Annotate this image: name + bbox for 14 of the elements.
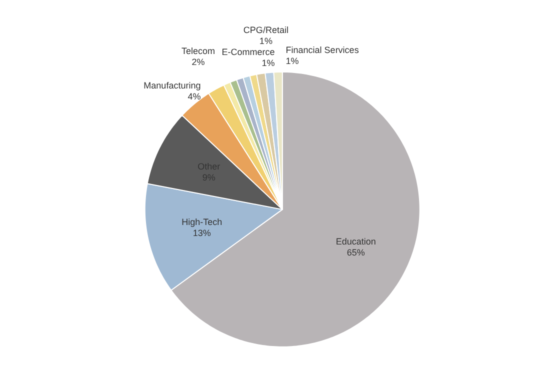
data-label: 1% [259,36,272,46]
slice-label: Education [336,236,376,246]
data-label: 13% [192,228,211,238]
data-label: 1% [286,56,299,66]
slice-label: Financial Services [286,45,360,56]
data-label: 2% [192,56,205,67]
slice-label: E-Commerce [222,46,275,57]
slice-label: CPG/Retail [243,25,288,36]
slice-label: High-Tech [182,216,222,227]
data-label: 1% [262,58,275,68]
data-label: 4% [188,91,201,102]
slice-label: Manufacturing [144,80,201,90]
data-label: 65% [346,247,365,258]
slice-label: Telecom [181,46,216,56]
